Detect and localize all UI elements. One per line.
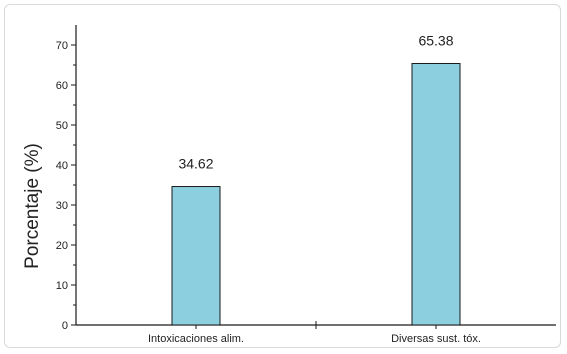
bar (411, 62, 461, 326)
y-tick-label: 70 (56, 40, 68, 52)
y-tick-label: 0 (62, 320, 68, 332)
y-tick-label: 60 (56, 80, 68, 92)
y-axis-title: Porcentaje (%) (22, 143, 43, 269)
y-tick-label: 50 (56, 120, 68, 132)
chart-frame (4, 4, 561, 348)
labels: Intoxicaciones alim. 34.62 Diversas sust. … (148, 32, 481, 345)
bars (171, 62, 461, 326)
x-tick-label: Intoxicaciones alim. (148, 333, 244, 345)
x-tick-label: Diversas sust. tóx. (391, 333, 481, 345)
y-tick-label: 10 (56, 280, 68, 292)
y-tick-label: 40 (56, 160, 68, 172)
axes: 0 10 20 30 40 50 60 70 (56, 25, 556, 332)
data-label: 34.62 (178, 156, 213, 172)
bar (171, 186, 221, 326)
y-tick-label: 30 (56, 200, 68, 212)
data-label: 65.38 (418, 32, 453, 48)
y-tick-label: 20 (56, 240, 68, 252)
